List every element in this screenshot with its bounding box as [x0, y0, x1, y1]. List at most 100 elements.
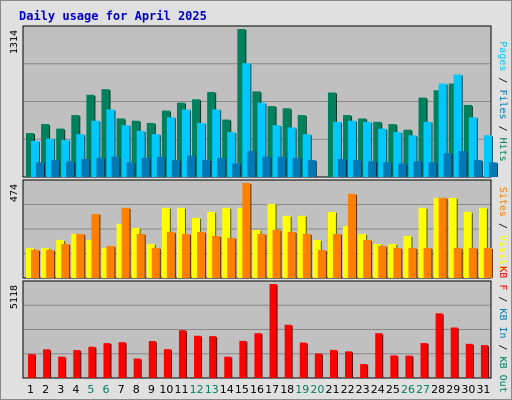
bar-files-day-17 — [272, 125, 282, 177]
x-tick-label-day-1: 1 — [27, 383, 34, 396]
bar-kb-f-day-18 — [284, 324, 293, 378]
bar-face — [302, 233, 311, 278]
bar-face — [111, 156, 120, 177]
bar-files-day-12 — [197, 122, 207, 177]
x-tick-label-day-26: 26 — [401, 383, 415, 396]
bar-face — [232, 163, 241, 177]
bar-edge-shadow — [84, 135, 86, 177]
bar-edge-shadow — [300, 158, 302, 177]
bar-face — [277, 156, 286, 177]
bar-edge-shadow — [231, 357, 233, 378]
bar-face — [217, 157, 226, 177]
panel-kb-legend: KB F / KB In / KB Out — [497, 266, 508, 392]
bar-edge-shadow — [276, 285, 278, 378]
bar-face — [329, 349, 337, 378]
bar-face — [207, 91, 216, 177]
bar-edge-shadow — [442, 314, 444, 378]
bar-face — [314, 353, 322, 378]
bar-sites-day-19 — [302, 233, 312, 278]
x-tick-label-day-5: 5 — [87, 383, 94, 396]
bar-face — [148, 341, 156, 378]
bar-edge-shadow — [235, 132, 237, 177]
bar-face — [121, 207, 130, 278]
bar-files-day-3 — [61, 139, 71, 177]
bar-sites-day-20 — [317, 249, 327, 278]
bar-face — [41, 124, 50, 177]
bar-face — [197, 122, 206, 177]
bar-face — [254, 333, 262, 378]
bar-face — [194, 335, 202, 378]
bar-face — [358, 233, 367, 278]
bar-pages-day-27 — [428, 162, 438, 177]
bar-visits-day-31 — [478, 207, 488, 278]
bar-edge-shadow — [476, 118, 478, 177]
bar-face — [86, 94, 95, 177]
bar-files-day-29 — [453, 74, 463, 177]
legend-kb-part-0: KB F — [497, 266, 508, 290]
bar-face — [202, 160, 211, 177]
bar-edge-shadow — [340, 234, 342, 278]
bar-edge-shadow — [84, 234, 86, 278]
bar-face — [398, 163, 407, 177]
bar-face — [116, 223, 125, 278]
bar-edge-shadow — [89, 159, 91, 177]
bar-face — [388, 124, 397, 177]
bar-edge-shadow — [216, 337, 218, 378]
panel-kb-max-tick: 5118 — [9, 285, 20, 309]
bar-files-day-19 — [302, 134, 312, 177]
x-tick-label-day-15: 15 — [235, 383, 249, 396]
bar-files-day-22 — [348, 120, 358, 177]
bar-files-day-24 — [378, 128, 388, 177]
bar-edge-shadow — [291, 325, 293, 378]
bar-face — [76, 233, 85, 278]
bar-face — [448, 197, 457, 278]
bar-face — [96, 157, 105, 177]
bar-face — [133, 358, 141, 378]
bar-edge-shadow — [436, 163, 438, 177]
bar-face — [81, 158, 90, 177]
bar-edge-shadow — [69, 244, 71, 278]
bar-pages-day-7 — [126, 162, 136, 177]
bar-face — [61, 243, 70, 278]
bar-face — [353, 160, 362, 177]
bar-edge-shadow — [456, 198, 458, 278]
bar-face — [252, 229, 261, 278]
bar-face — [103, 343, 111, 378]
bar-face — [375, 333, 383, 378]
bar-face — [146, 122, 155, 177]
bar-face — [46, 249, 55, 278]
bar-face — [166, 231, 175, 278]
bar-edge-shadow — [461, 75, 463, 177]
bar-edge-shadow — [250, 184, 252, 278]
bar-sites-day-5 — [91, 213, 101, 278]
bar-edge-shadow — [155, 342, 157, 378]
bar-face — [56, 128, 65, 177]
bar-face — [343, 225, 352, 278]
bar-face — [222, 207, 231, 278]
bar-face — [118, 342, 126, 378]
bar-sites-day-9 — [151, 247, 161, 278]
bar-face — [473, 160, 482, 177]
bar-face — [252, 91, 261, 177]
bar-edge-shadow — [280, 126, 282, 177]
bar-edge-shadow — [104, 158, 106, 177]
bar-edge-shadow — [174, 118, 176, 177]
bar-edge-shadow — [250, 64, 252, 177]
x-tick-label-day-12: 12 — [190, 383, 204, 396]
bar-edge-shadow — [225, 158, 227, 177]
bar-edge-shadow — [189, 110, 191, 177]
bar-face — [299, 342, 307, 378]
bar-edge-shadow — [50, 350, 52, 378]
bar-pages-day-21 — [337, 158, 347, 177]
bar-edge-shadow — [134, 163, 136, 177]
bar-face — [269, 284, 277, 378]
bar-face — [71, 233, 80, 278]
bar-visits-day-27 — [418, 207, 428, 278]
bar-kb-f-day-31 — [480, 345, 489, 378]
bar-face — [161, 110, 170, 177]
bar-face — [66, 161, 75, 177]
bar-face — [478, 207, 487, 278]
bar-sites-day-13 — [212, 235, 222, 278]
bar-pages-day-29 — [458, 151, 468, 177]
bar-edge-shadow — [99, 214, 101, 278]
